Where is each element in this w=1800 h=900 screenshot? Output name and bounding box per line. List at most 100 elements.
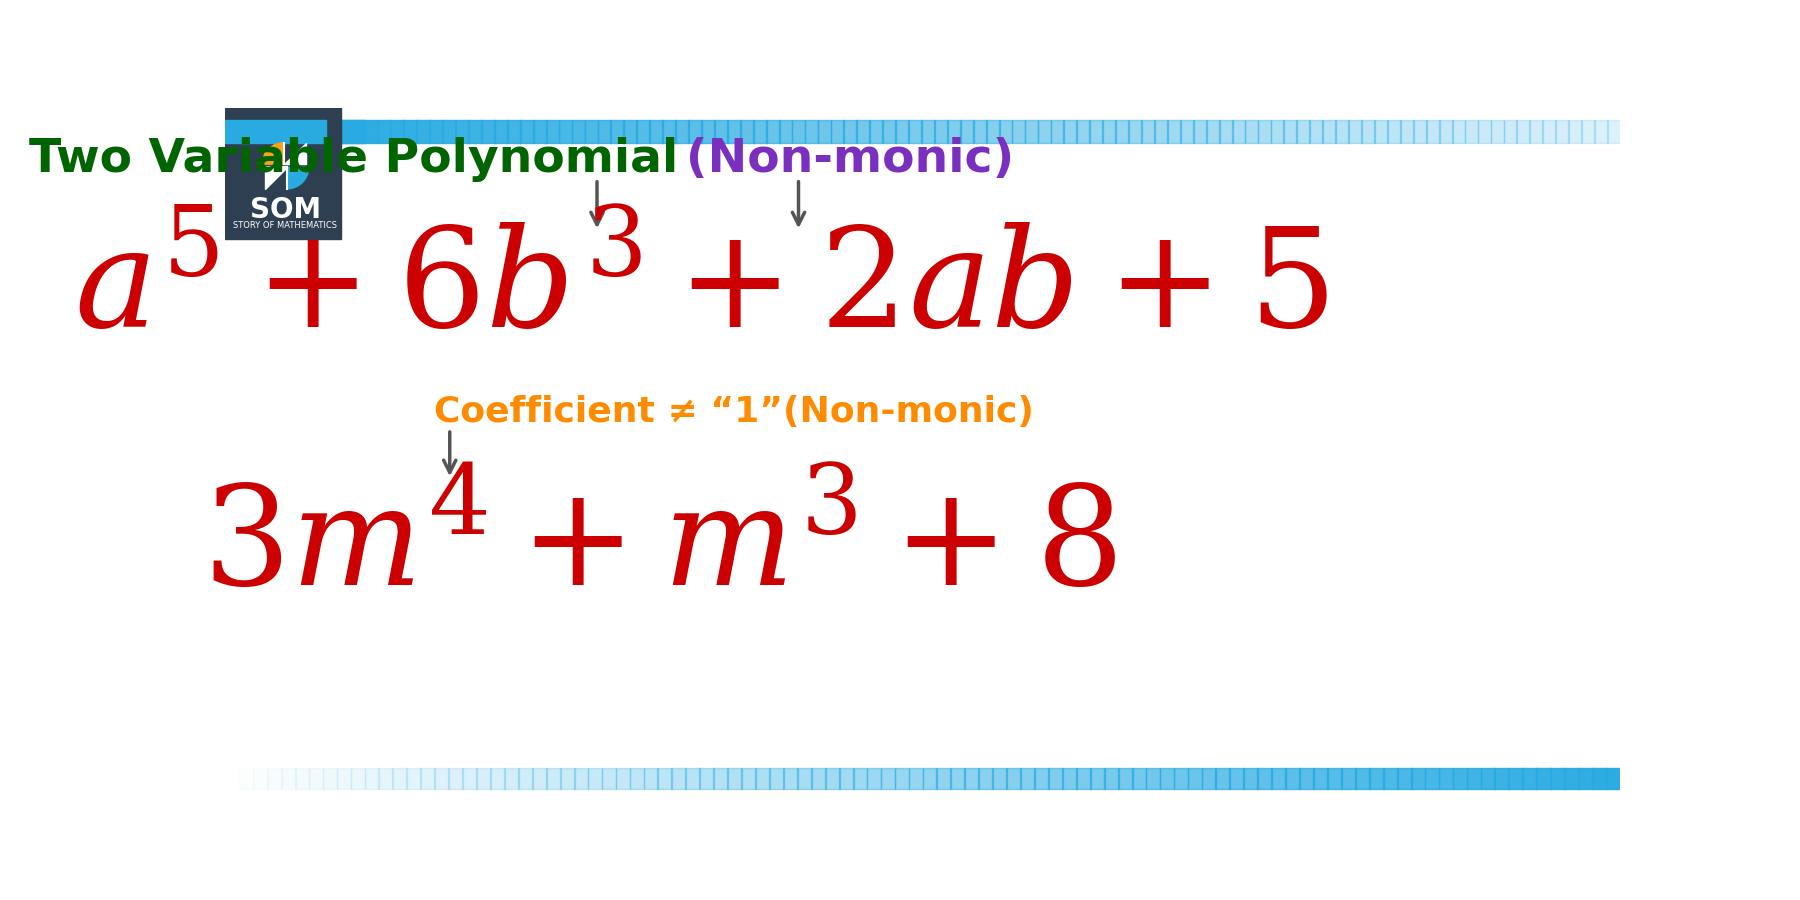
Bar: [493, 120, 508, 142]
Bar: [1283, 120, 1298, 142]
Bar: [1426, 768, 1440, 789]
Bar: [1193, 120, 1206, 142]
Bar: [740, 120, 754, 142]
Bar: [326, 120, 340, 142]
Bar: [391, 120, 405, 142]
Bar: [1400, 120, 1413, 142]
Bar: [1607, 120, 1620, 142]
Bar: [1382, 768, 1397, 789]
Bar: [1166, 120, 1181, 142]
Bar: [610, 120, 625, 142]
Bar: [1508, 768, 1523, 789]
Bar: [972, 120, 986, 142]
Bar: [1503, 120, 1517, 142]
Bar: [508, 120, 520, 142]
Bar: [443, 120, 455, 142]
Bar: [601, 768, 616, 789]
Bar: [1271, 768, 1285, 789]
Bar: [421, 768, 436, 789]
Bar: [1215, 768, 1229, 789]
Bar: [895, 120, 909, 142]
Bar: [560, 768, 574, 789]
Bar: [1530, 120, 1543, 142]
Bar: [326, 120, 364, 142]
Bar: [727, 120, 740, 142]
Bar: [616, 768, 630, 789]
Bar: [623, 120, 637, 142]
Bar: [490, 768, 504, 789]
Bar: [857, 120, 869, 142]
Bar: [965, 768, 979, 789]
Bar: [1438, 768, 1453, 789]
Bar: [644, 768, 659, 789]
Bar: [1370, 768, 1384, 789]
Bar: [1490, 120, 1505, 142]
Bar: [779, 120, 792, 142]
Bar: [1341, 768, 1355, 789]
Bar: [817, 120, 832, 142]
Bar: [239, 768, 254, 789]
Bar: [295, 768, 310, 789]
Bar: [1453, 768, 1467, 789]
Bar: [1309, 120, 1323, 142]
Bar: [378, 120, 391, 142]
Bar: [1103, 768, 1118, 789]
Bar: [1062, 768, 1076, 789]
Wedge shape: [286, 167, 310, 189]
Bar: [869, 120, 884, 142]
Bar: [922, 120, 934, 142]
Bar: [698, 768, 715, 789]
Bar: [1132, 768, 1147, 789]
Bar: [810, 768, 826, 789]
Bar: [936, 768, 950, 789]
Bar: [1606, 768, 1620, 789]
Bar: [700, 120, 715, 142]
Bar: [1543, 120, 1555, 142]
Bar: [533, 768, 547, 789]
Bar: [518, 768, 533, 789]
Bar: [909, 768, 923, 789]
Bar: [310, 768, 324, 789]
Bar: [225, 108, 342, 239]
Bar: [1118, 768, 1132, 789]
Bar: [468, 120, 482, 142]
Bar: [1229, 768, 1244, 789]
Bar: [1206, 120, 1220, 142]
Bar: [792, 120, 805, 142]
Bar: [1535, 768, 1552, 789]
Bar: [1154, 120, 1168, 142]
Bar: [252, 768, 268, 789]
Bar: [338, 120, 353, 142]
Bar: [475, 768, 491, 789]
Bar: [403, 120, 418, 142]
Bar: [662, 120, 677, 142]
Bar: [1174, 768, 1188, 789]
Bar: [868, 768, 882, 789]
Bar: [1467, 768, 1481, 789]
Bar: [959, 120, 974, 142]
Bar: [585, 120, 598, 142]
Bar: [880, 768, 895, 789]
Bar: [1271, 120, 1283, 142]
Bar: [407, 768, 421, 789]
Bar: [1568, 120, 1582, 142]
Text: STORY OF MATHEMATICS: STORY OF MATHEMATICS: [234, 220, 337, 230]
Bar: [1021, 768, 1035, 789]
Bar: [1285, 768, 1300, 789]
Bar: [882, 120, 896, 142]
Bar: [1219, 120, 1233, 142]
Bar: [1300, 768, 1314, 789]
Bar: [1048, 768, 1062, 789]
Bar: [1231, 120, 1246, 142]
Text: Coefficient ≠ “1”(Non-monic): Coefficient ≠ “1”(Non-monic): [434, 395, 1035, 429]
Bar: [765, 120, 779, 142]
Bar: [922, 768, 938, 789]
Bar: [650, 120, 662, 142]
Bar: [895, 768, 909, 789]
Bar: [364, 768, 380, 789]
Bar: [574, 768, 589, 789]
Bar: [1181, 120, 1193, 142]
Bar: [979, 768, 994, 789]
Bar: [1336, 120, 1348, 142]
Bar: [1314, 768, 1328, 789]
